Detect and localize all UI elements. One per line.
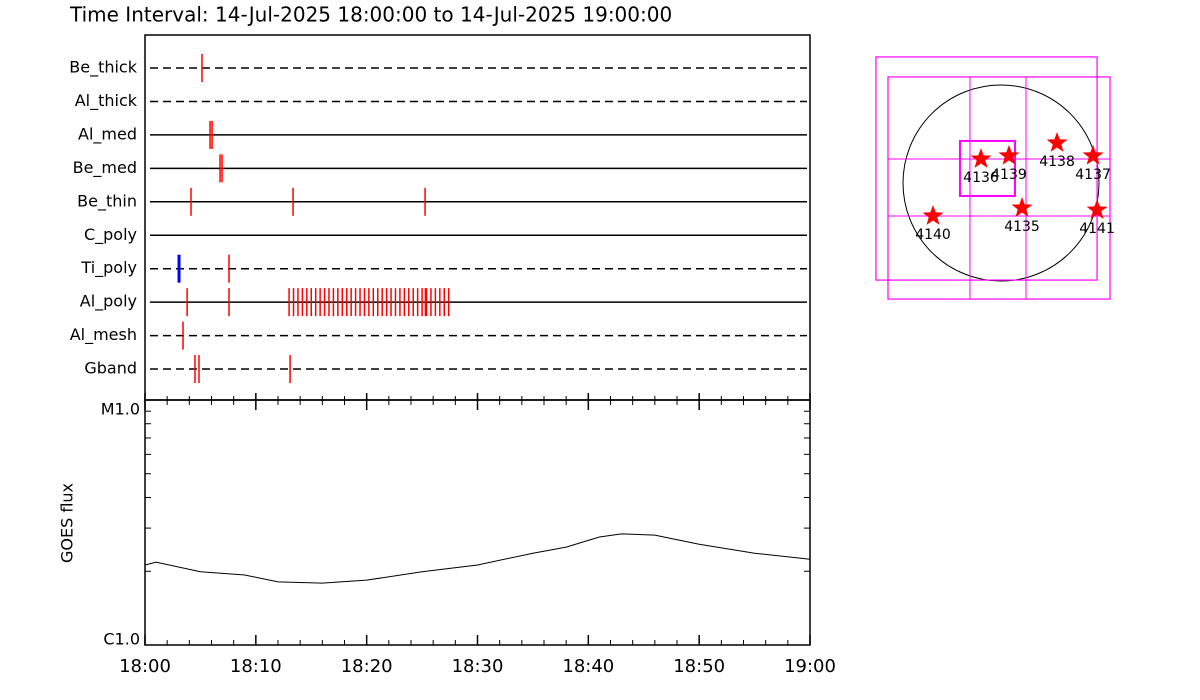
- row-label: Be_thin: [77, 191, 137, 211]
- region-star: [1011, 197, 1033, 217]
- chart-title: Time Interval: 14-Jul-2025 18:00:00 to 1…: [69, 3, 672, 27]
- x-tick-label: 18:20: [341, 656, 393, 677]
- x-tick-label: 18:30: [452, 656, 504, 677]
- region-star: [1086, 199, 1108, 219]
- row-label: Al_med: [78, 124, 137, 144]
- x-tick-label: 18:00: [119, 656, 171, 677]
- row-label: Be_med: [73, 158, 137, 178]
- row-label: Al_mesh: [70, 325, 137, 345]
- field-of-view: [958, 139, 1016, 197]
- region-label: 4135: [1004, 219, 1040, 235]
- timeline-frame: [144, 34, 811, 401]
- y-tick-label: M1.0: [101, 400, 140, 419]
- solar-limb: [902, 84, 1100, 282]
- region-label: 4141: [1079, 221, 1115, 237]
- row-label: Al_poly: [80, 292, 137, 312]
- region-star: [1046, 132, 1068, 152]
- field-of-view: [875, 56, 1098, 281]
- region-star: [970, 148, 992, 168]
- x-tick-label: 18:40: [562, 656, 614, 677]
- goes-frame: [144, 399, 811, 646]
- row-label: Gband: [84, 359, 137, 378]
- x-tick-label: 18:50: [673, 656, 725, 677]
- x-tick-label: 19:00: [784, 656, 836, 677]
- row-label: C_poly: [84, 225, 137, 245]
- field-of-view: [887, 76, 1111, 300]
- x-tick-label: 18:10: [230, 656, 282, 677]
- region-label: 4137: [1075, 167, 1111, 183]
- region-label: 4139: [991, 167, 1027, 183]
- region-star: [998, 144, 1020, 165]
- region-label: 4138: [1039, 154, 1075, 170]
- y-tick-label: C1.0: [103, 630, 140, 649]
- region-star: [1082, 144, 1104, 165]
- region-star: [922, 205, 944, 225]
- goes-curve: [144, 533, 811, 584]
- row-label: Al_thick: [75, 91, 138, 111]
- row-label: Ti_poly: [80, 258, 137, 278]
- y-axis-label: GOES flux: [58, 483, 77, 563]
- row-label: Be_thick: [69, 58, 137, 78]
- region-label: 4136: [963, 170, 999, 186]
- region-label: 4140: [915, 227, 951, 243]
